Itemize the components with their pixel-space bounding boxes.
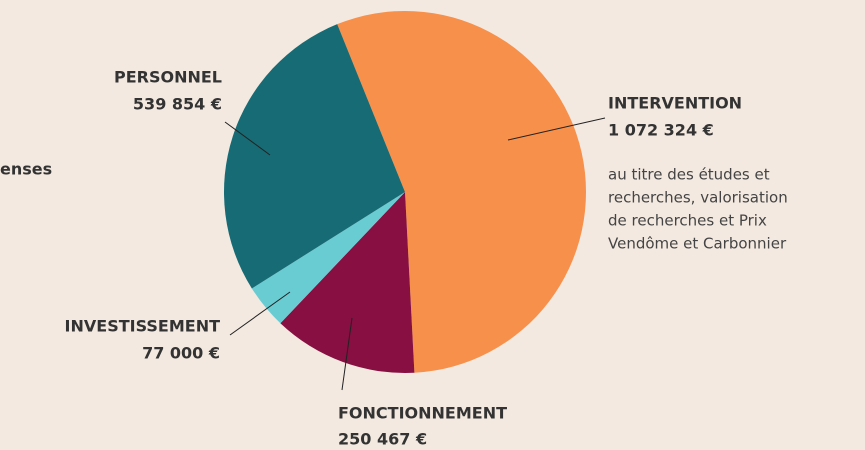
slice-label: FONCTIONNEMENT <box>338 404 507 423</box>
slice-value: 539 854 € <box>133 95 222 114</box>
slice-label: PERSONNEL <box>114 68 222 87</box>
slice-label: INTERVENTION <box>608 94 742 113</box>
leader-line <box>341 317 353 391</box>
slice-value: 77 000 € <box>142 344 220 363</box>
slice-label: INVESTISSEMENT <box>65 317 221 336</box>
annotation: de recherches et Prix <box>608 212 767 230</box>
slice-value: 250 467 € <box>338 430 427 449</box>
annotation: Vendôme et Carbonnier <box>608 235 787 253</box>
leader-line <box>224 121 271 156</box>
pie-slice <box>337 10 587 373</box>
pie-slice <box>251 192 405 324</box>
pie-slice <box>224 24 405 289</box>
leader-line <box>507 117 606 141</box>
partial-label: enses <box>0 160 52 179</box>
pie-slice <box>280 192 415 373</box>
leader-line <box>229 291 291 336</box>
annotation: recherches, valorisation <box>608 189 788 207</box>
slice-value: 1 072 324 € <box>608 121 714 140</box>
annotation: au titre des études et <box>608 166 770 184</box>
